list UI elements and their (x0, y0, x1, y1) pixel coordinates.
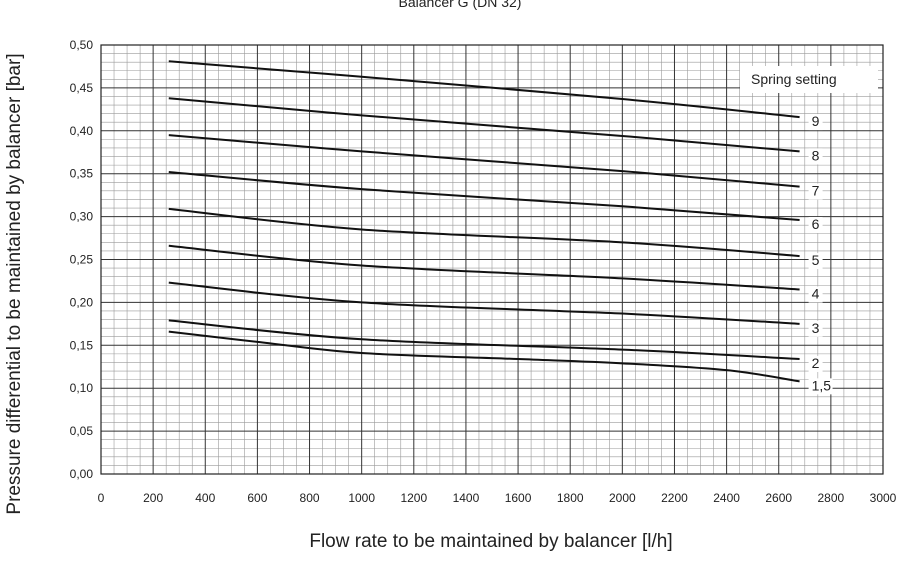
series-line-8 (168, 97, 800, 153)
series-line-5 (168, 207, 800, 258)
legend: Spring setting (740, 66, 878, 93)
x-tick-label: 1400 (453, 491, 480, 505)
series-line-2 (168, 319, 800, 361)
curve-label: 7 (812, 183, 820, 199)
x-tick-label: 1000 (348, 491, 375, 505)
series-line-4 (168, 244, 800, 291)
curve-label: 8 (812, 147, 820, 163)
y-axis-ticks: 0,00 0,05 0,10 0,15 0,20 0,25 0,30 0,35 0,40 0,45… (70, 38, 94, 481)
curve-label: 4 (812, 286, 820, 302)
curve-label-bg (808, 148, 823, 165)
x-tick-label: 2400 (713, 491, 740, 505)
x-tick-label: 600 (247, 491, 267, 505)
legend-box (740, 66, 878, 93)
series-line-6 (168, 170, 800, 222)
legend-title: Spring setting (751, 71, 837, 87)
y-tick-label: 0,45 (70, 81, 94, 95)
curve-label: 9 (812, 113, 820, 129)
curve-label-bg (808, 217, 823, 234)
y-tick-label: 0,15 (70, 338, 94, 352)
x-tick-label: 1800 (557, 491, 584, 505)
y-tick-label: 0,35 (70, 167, 94, 181)
x-tick-label: 2800 (818, 491, 845, 505)
x-tick-label: 1600 (505, 491, 532, 505)
curve-label: 1,5 (812, 377, 832, 393)
y-tick-label: 0,05 (70, 424, 94, 438)
y-tick-label: 0,50 (70, 38, 94, 52)
y-axis-title: Pressure differential to be maintained b… (4, 53, 25, 514)
x-tick-label: 800 (300, 491, 320, 505)
curve-label: 2 (812, 355, 820, 371)
x-tick-label: 2200 (661, 491, 688, 505)
curve-label-bg (808, 253, 823, 270)
x-axis-title: Flow rate to be maintained by balancer [… (309, 531, 672, 552)
curve-label-bg (808, 183, 823, 200)
curve-label-bg (808, 286, 823, 303)
x-axis-ticks: 0 200 400 600 800 1000 1200 1400 1600 1800 2000 220… (98, 491, 897, 505)
y-tick-label: 0,25 (70, 253, 94, 267)
series-line-1-5 (168, 330, 800, 383)
y-tick-label: 0,40 (70, 124, 94, 138)
curve-label-bg (808, 356, 823, 373)
x-tick-label: 1200 (400, 491, 427, 505)
y-tick-label: 0,20 (70, 295, 94, 309)
curve-label-bg (808, 320, 823, 337)
series-line-7 (168, 134, 800, 188)
x-tick-label: 2600 (765, 491, 792, 505)
series-line-9 (168, 60, 800, 119)
x-tick-label: 0 (98, 491, 105, 505)
curve-label: 5 (812, 252, 820, 268)
curve-label: 3 (812, 320, 820, 336)
x-tick-label: 2000 (609, 491, 636, 505)
y-tick-label: 0,30 (70, 210, 94, 224)
y-tick-label: 0,10 (70, 381, 94, 395)
curve-label: 6 (812, 216, 820, 232)
series-line-3 (168, 281, 800, 325)
y-tick-label: 0,00 (70, 467, 94, 481)
x-tick-label: 200 (143, 491, 163, 505)
chart-title: Balancer G (DN 32) (399, 0, 522, 10)
series-layer (168, 60, 800, 383)
plot-frame (100, 44, 884, 475)
curve-labels: 9 8 7 6 5 4 3 2 1,5 (808, 113, 833, 395)
x-tick-label: 400 (195, 491, 215, 505)
curve-label-bg (808, 378, 833, 395)
curve-label-bg (808, 114, 823, 131)
x-tick-label: 3000 (870, 491, 897, 505)
